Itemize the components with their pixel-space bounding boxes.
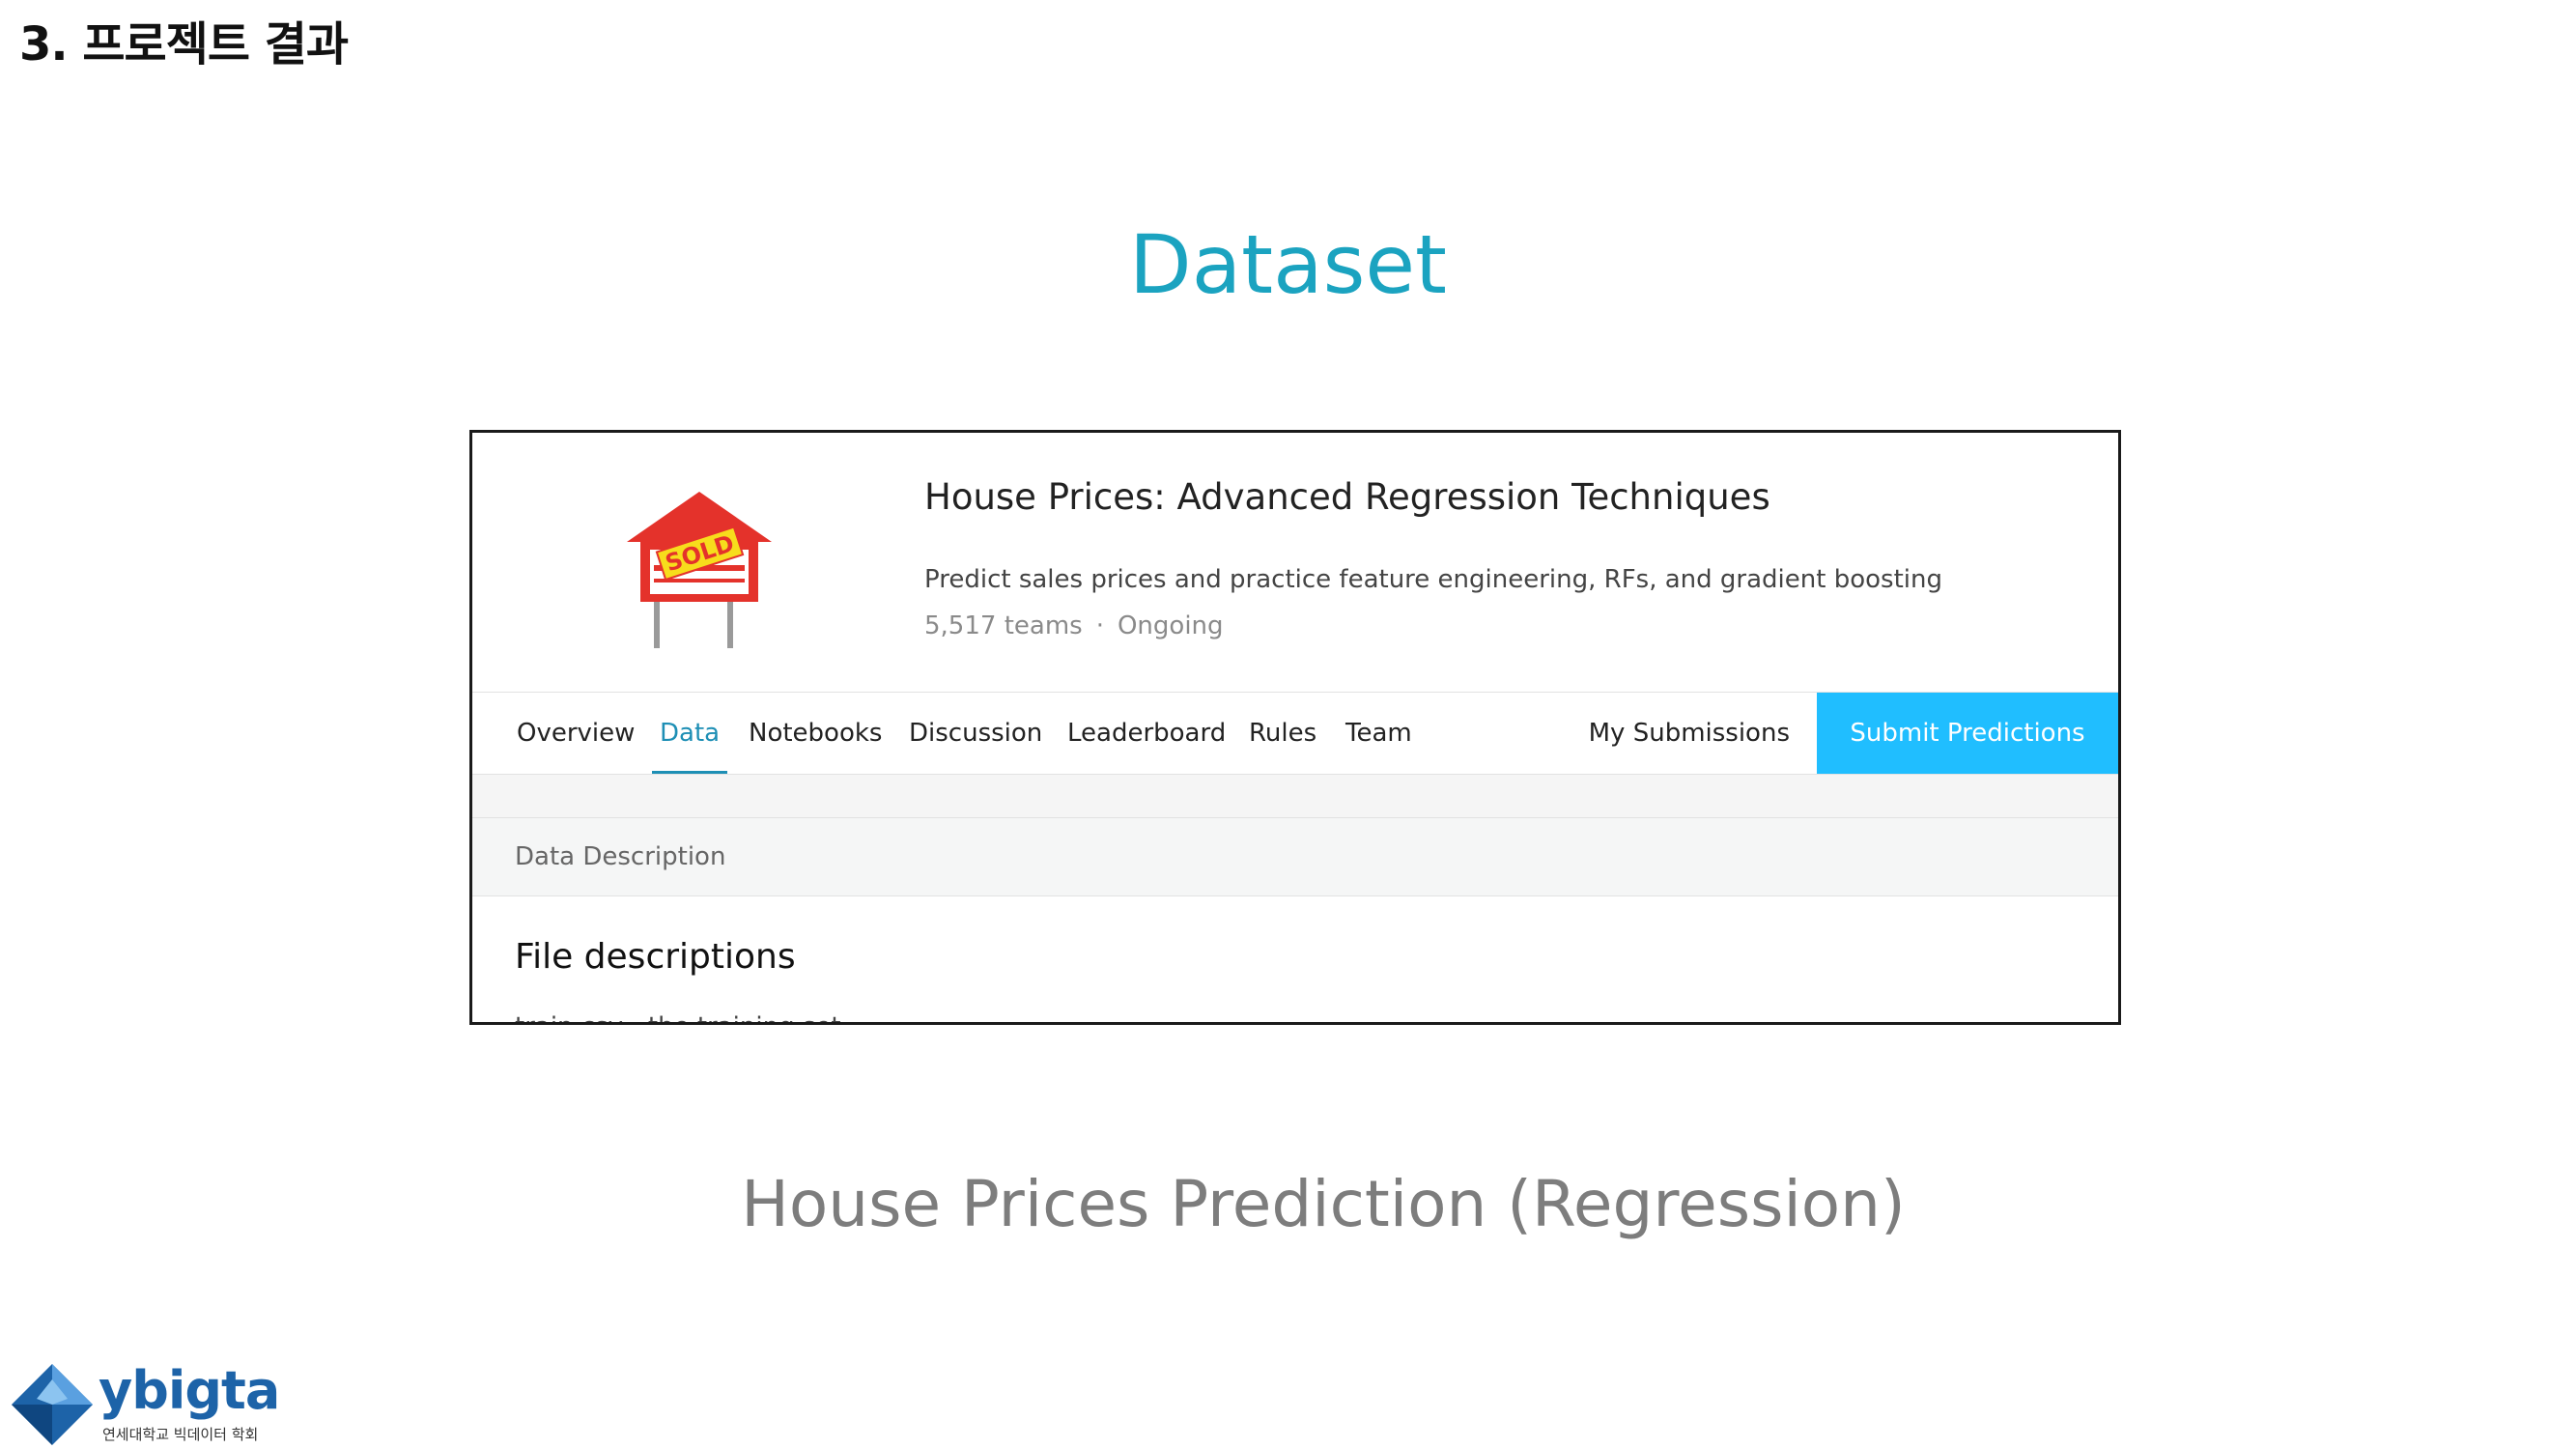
tab-leaderboard[interactable]: Leaderboard [1067, 719, 1227, 748]
tab-notebooks[interactable]: Notebooks [749, 719, 883, 748]
competition-title[interactable]: House Prices: Advanced Regression Techni… [924, 476, 1770, 518]
my-submissions-link[interactable]: My Submissions [1588, 719, 1790, 748]
tab-overview[interactable]: Overview [517, 719, 636, 748]
slide-caption: House Prices Prediction (Regression) [741, 1167, 1906, 1241]
competition-meta: 5,517 teams · Ongoing [924, 611, 1224, 640]
brand-subtitle: 연세대학교 빅데이터 학회 [102, 1426, 259, 1443]
tab-bar: Overview Data Notebooks Discussion Leade… [472, 692, 2118, 775]
file-descriptions-heading: File descriptions [515, 937, 796, 977]
tab-team[interactable]: Team [1345, 719, 1412, 748]
ybigta-logo: ybigta 연세대학교 빅데이터 학회 [8, 1360, 280, 1447]
tab-discussion[interactable]: Discussion [909, 719, 1043, 748]
tab-data[interactable]: Data [651, 693, 728, 774]
tab-rules[interactable]: Rules [1249, 719, 1317, 748]
competition-header: SOLD House Prices: Advanced Regression T… [472, 433, 2118, 692]
data-description-bar: Data Description [472, 817, 2118, 896]
competition-subtitle: Predict sales prices and practice featur… [924, 565, 1942, 594]
section-title: Dataset [1129, 217, 1447, 312]
brand-name: ybigta [99, 1360, 280, 1421]
ybigta-diamond-icon [12, 1364, 93, 1445]
house-sold-icon: SOLD [627, 492, 772, 648]
competition-status: Ongoing [1117, 611, 1224, 640]
content-spacer [472, 775, 2118, 817]
slide-heading: 3. 프로젝트 결과 [19, 17, 349, 71]
competition-screenshot: SOLD House Prices: Advanced Regression T… [469, 430, 2121, 1025]
submit-predictions-button[interactable]: Submit Predictions [1817, 693, 2118, 774]
data-description-label: Data Description [515, 842, 726, 871]
teams-count: 5,517 teams [924, 611, 1083, 640]
meta-separator: · [1095, 611, 1104, 640]
file-list-item: train.csv - the training set [515, 1012, 841, 1022]
